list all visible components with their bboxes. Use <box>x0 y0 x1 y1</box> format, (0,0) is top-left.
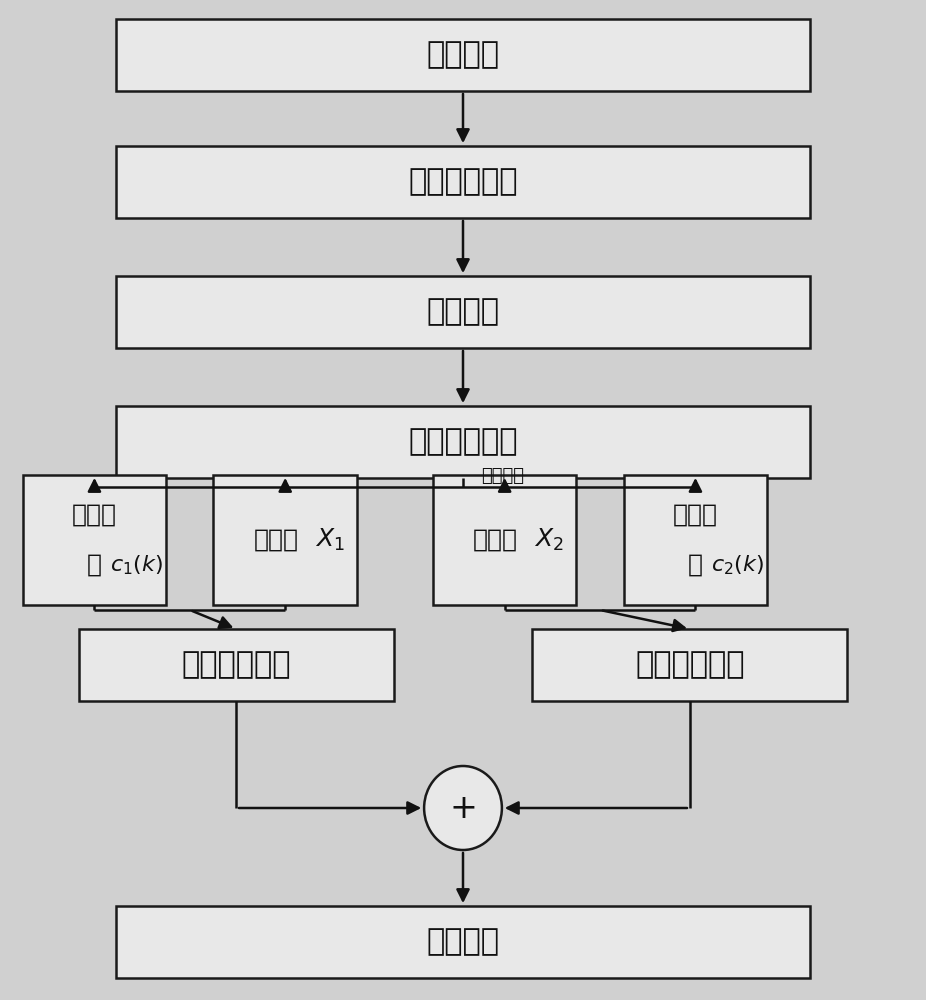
Bar <box>116 276 810 348</box>
Text: 直方图均衡化: 直方图均衡化 <box>181 650 291 680</box>
Text: 参数选择: 参数选择 <box>427 298 499 326</box>
Text: 领域信息统计: 领域信息统计 <box>408 167 518 196</box>
Circle shape <box>424 766 502 850</box>
Text: 子图像: 子图像 <box>473 528 518 552</box>
Text: +: + <box>449 792 477 824</box>
Text: $\mathit{c}_1(k)$: $\mathit{c}_1(k)$ <box>109 553 163 577</box>
Text: 优化的直方图: 优化的直方图 <box>408 428 518 456</box>
Text: 变换函: 变换函 <box>72 503 117 527</box>
Bar <box>116 146 810 218</box>
Text: $X_2$: $X_2$ <box>534 527 564 553</box>
Bar <box>213 475 357 605</box>
Text: $X_1$: $X_1$ <box>315 527 344 553</box>
Bar <box>532 629 847 701</box>
Bar <box>22 475 167 605</box>
Bar <box>116 19 810 91</box>
Text: 输入图像: 输入图像 <box>427 40 499 70</box>
Bar <box>116 406 810 478</box>
Text: 数: 数 <box>87 553 102 577</box>
Text: 数: 数 <box>688 553 703 577</box>
Text: 直方图均衡化: 直方图均衡化 <box>635 650 745 680</box>
Bar <box>79 629 394 701</box>
Bar <box>433 475 576 605</box>
Text: 输出图像: 输出图像 <box>427 928 499 956</box>
Text: 子图像: 子图像 <box>254 528 298 552</box>
Bar <box>116 906 810 978</box>
Text: $\mathit{c}_2(k)$: $\mathit{c}_2(k)$ <box>710 553 764 577</box>
Text: 变换函: 变换函 <box>673 503 718 527</box>
Bar <box>624 475 768 605</box>
Text: 均值分割: 均值分割 <box>482 467 524 485</box>
